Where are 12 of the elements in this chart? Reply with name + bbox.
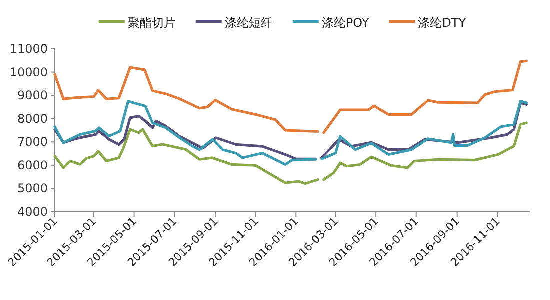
y-tick-label: 10000 [10,65,48,80]
y-tick-label: 6000 [17,158,48,172]
y-tick-label: 8000 [17,112,48,126]
legend-label: 涤纶POY [322,16,370,30]
y-tick-label: 11000 [10,42,48,56]
legend-label: 涤纶DTY [418,16,467,30]
y-tick-label: 7000 [17,135,48,150]
y-tick-label: 4000 [17,205,48,219]
legend-label: 涤纶短纤 [224,16,273,30]
y-tick-label: 9000 [17,88,48,103]
legend-label: 聚酯切片 [128,16,176,30]
y-tick-label: 5000 [17,182,48,196]
